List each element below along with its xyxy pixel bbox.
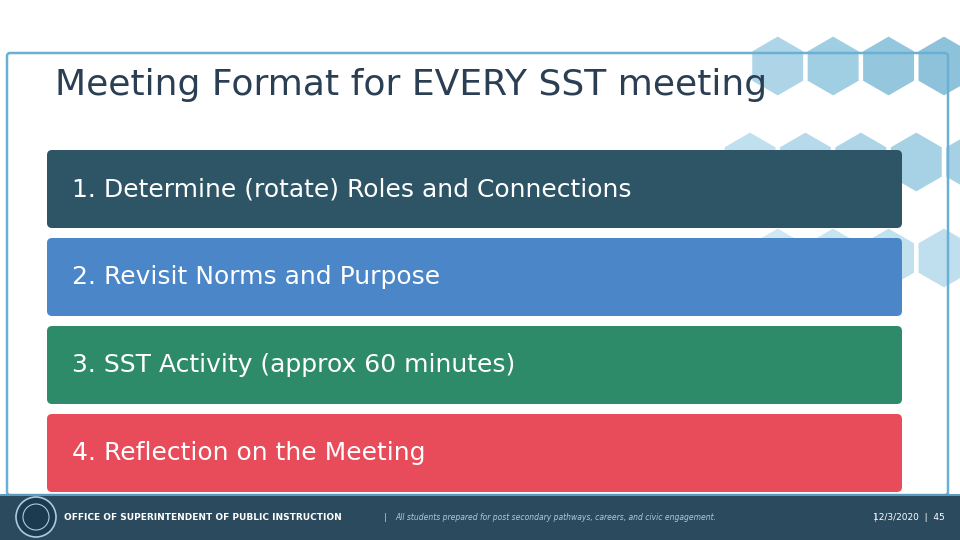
Polygon shape: [751, 227, 804, 289]
Text: Meeting Format for EVERY SST meeting: Meeting Format for EVERY SST meeting: [55, 68, 767, 102]
Text: 4. Reflection on the Meeting: 4. Reflection on the Meeting: [72, 441, 425, 465]
Text: 1. Determine (rotate) Roles and Connections: 1. Determine (rotate) Roles and Connecti…: [72, 177, 632, 201]
Polygon shape: [779, 0, 832, 1]
Text: 3. SST Activity (approx 60 minutes): 3. SST Activity (approx 60 minutes): [72, 353, 516, 377]
Polygon shape: [889, 0, 943, 1]
Polygon shape: [889, 131, 943, 193]
Circle shape: [16, 497, 56, 537]
Polygon shape: [945, 131, 960, 193]
Polygon shape: [723, 131, 777, 193]
Text: |: |: [874, 512, 876, 522]
Polygon shape: [723, 0, 777, 1]
Polygon shape: [862, 35, 916, 97]
Polygon shape: [806, 35, 860, 97]
Polygon shape: [917, 35, 960, 97]
Polygon shape: [917, 227, 960, 289]
Polygon shape: [779, 131, 832, 193]
Polygon shape: [945, 0, 960, 1]
Bar: [0, 494, 960, 496]
FancyBboxPatch shape: [47, 326, 902, 404]
Polygon shape: [862, 227, 916, 289]
Polygon shape: [751, 35, 804, 97]
Text: |: |: [383, 512, 387, 522]
Text: 2. Revisit Norms and Purpose: 2. Revisit Norms and Purpose: [72, 265, 440, 289]
FancyBboxPatch shape: [47, 150, 902, 228]
Text: All students prepared for post secondary pathways, careers, and civic engagement: All students prepared for post secondary…: [395, 512, 716, 522]
Text: OFFICE OF SUPERINTENDENT OF PUBLIC INSTRUCTION: OFFICE OF SUPERINTENDENT OF PUBLIC INSTR…: [64, 512, 342, 522]
FancyBboxPatch shape: [47, 238, 902, 316]
Polygon shape: [806, 227, 860, 289]
Polygon shape: [834, 131, 888, 193]
Text: 12/3/2020  |  45: 12/3/2020 | 45: [874, 512, 945, 522]
Polygon shape: [834, 0, 888, 1]
FancyBboxPatch shape: [47, 414, 902, 492]
Bar: [0, 494, 960, 540]
